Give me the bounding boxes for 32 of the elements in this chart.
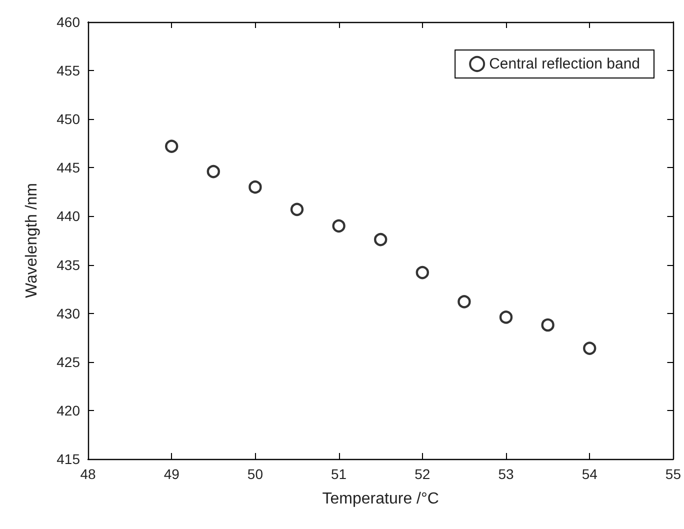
point xyxy=(374,232,388,246)
x-tick-label: 51 xyxy=(331,466,347,482)
point xyxy=(248,180,262,194)
y-tick-label: 435 xyxy=(56,256,80,273)
y-tick-label: 440 xyxy=(56,208,80,224)
point xyxy=(165,140,178,153)
y-tick-label: 455 xyxy=(56,62,80,79)
point xyxy=(583,342,596,355)
x-tick-label: 48 xyxy=(80,466,96,482)
y-axis-title: Wavelength /nm xyxy=(24,182,40,298)
y-tick-label: 420 xyxy=(56,402,80,418)
x-tick-label: 54 xyxy=(582,466,598,482)
point xyxy=(499,310,513,324)
point xyxy=(290,202,304,216)
x-tick-label: 49 xyxy=(164,466,180,482)
y-tick-label: 445 xyxy=(56,160,80,176)
y-tick-label: 415 xyxy=(56,451,80,467)
y-tick-label: 450 xyxy=(56,111,80,128)
point xyxy=(416,266,430,280)
x-tick-label: 53 xyxy=(498,466,514,482)
x-axis-title: Temperature /°C xyxy=(322,490,439,508)
point xyxy=(541,318,554,332)
legend-label: Central reflection band xyxy=(489,56,640,72)
y-tick-label: 430 xyxy=(56,305,80,322)
x-tick-label: 50 xyxy=(247,466,264,482)
x-tick-label: 52 xyxy=(414,466,430,482)
point xyxy=(332,219,346,233)
y-tick-label: 460 xyxy=(56,14,80,30)
y-tick-label: 425 xyxy=(56,354,80,370)
point xyxy=(206,164,220,178)
x-tick-label: 55 xyxy=(665,466,682,482)
point xyxy=(458,295,471,308)
